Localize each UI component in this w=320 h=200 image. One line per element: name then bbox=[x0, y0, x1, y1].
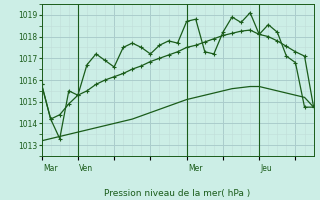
Text: Jeu: Jeu bbox=[261, 164, 272, 173]
Text: Mer: Mer bbox=[188, 164, 203, 173]
Text: Ven: Ven bbox=[79, 164, 93, 173]
Text: Mar: Mar bbox=[43, 164, 58, 173]
Text: Pression niveau de la mer( hPa ): Pression niveau de la mer( hPa ) bbox=[104, 189, 251, 198]
